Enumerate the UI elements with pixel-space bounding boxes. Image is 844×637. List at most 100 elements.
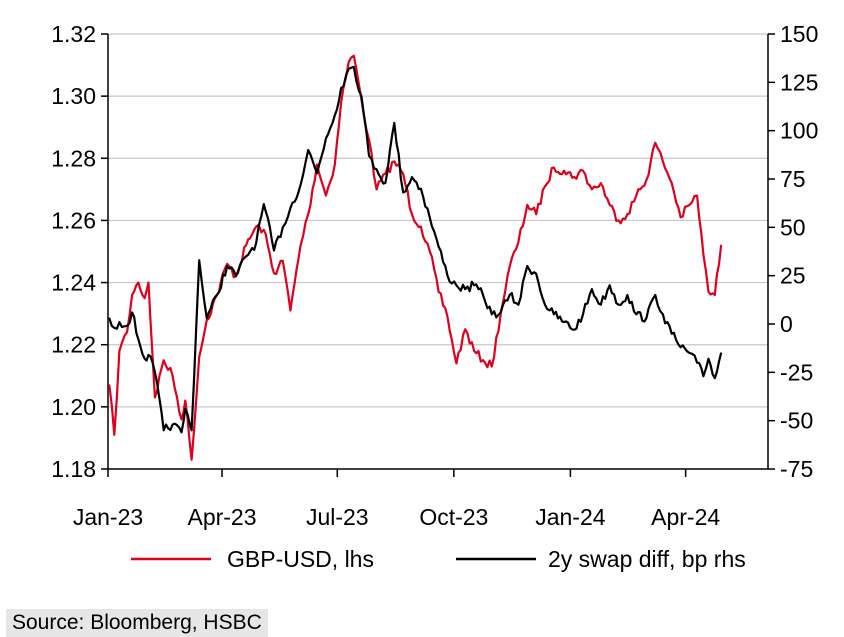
data-point	[662, 160, 664, 163]
axes: 1.18 1.20 1.22 1.24 1.26 1.28 1.30 1.32 -75 -50 -2…	[51, 21, 818, 530]
data-point	[654, 141, 657, 144]
data-point	[582, 313, 584, 316]
data-point	[626, 294, 629, 296]
data-point	[333, 163, 336, 166]
y-right-tick-label: -50	[780, 408, 813, 434]
data-point	[255, 242, 258, 244]
data-point	[108, 384, 111, 386]
y-left-tick-label: 1.24	[51, 270, 96, 296]
y-left-tick-label: 1.28	[51, 145, 96, 171]
data-point	[180, 431, 183, 434]
data-point	[180, 418, 183, 421]
data-point	[113, 327, 116, 329]
data-point	[720, 352, 722, 354]
data-point	[670, 332, 673, 335]
data-point	[573, 329, 575, 331]
data-point	[420, 225, 422, 228]
data-point	[282, 260, 284, 262]
data-point	[143, 358, 146, 360]
data-point	[713, 294, 716, 296]
y-right-tick-label: 25	[780, 263, 806, 289]
data-point	[688, 352, 691, 354]
y-right-tick-label: -25	[780, 359, 813, 385]
data-point	[245, 255, 247, 258]
data-point	[154, 396, 156, 399]
data-point	[316, 163, 318, 166]
data-point	[273, 272, 275, 275]
data-point	[464, 288, 467, 291]
data-point	[428, 216, 431, 219]
data-point	[171, 423, 174, 426]
data-point	[446, 274, 449, 277]
x-tick-label: Jan-24	[535, 504, 606, 530]
y-left-tick-label: 1.22	[51, 332, 96, 358]
data-point	[171, 374, 174, 377]
data-point	[347, 61, 350, 63]
data-point	[662, 313, 664, 316]
data-point	[375, 168, 378, 171]
x-tick-label: Apr-24	[651, 504, 720, 530]
data-point	[137, 281, 140, 284]
data-point	[206, 317, 208, 320]
data-point	[544, 185, 546, 188]
data-point	[702, 375, 705, 378]
data-point	[553, 166, 555, 169]
data-point	[599, 303, 602, 306]
data-point	[508, 266, 511, 268]
data-point	[113, 434, 116, 436]
data-point	[255, 225, 258, 228]
x-tick-label: Apr-23	[187, 504, 256, 530]
data-point	[375, 188, 378, 191]
y-left-tick-label: 1.20	[51, 394, 96, 420]
data-point	[126, 325, 128, 327]
grid-lines	[108, 33, 768, 408]
data-point	[316, 172, 318, 174]
y-right-tick-label: 75	[780, 166, 806, 192]
y-left-tick-label: 1.30	[51, 83, 96, 109]
x-tick-label: Oct-23	[419, 504, 488, 530]
data-point	[645, 179, 648, 181]
data-point	[446, 315, 449, 318]
data-point	[340, 87, 342, 89]
data-point	[126, 331, 128, 334]
data-point	[299, 244, 302, 247]
data-point	[108, 317, 111, 320]
data-point	[707, 358, 710, 360]
data-point	[635, 194, 638, 197]
y-left-tick-label: 1.26	[51, 207, 96, 233]
data-point	[360, 95, 363, 97]
data-point	[517, 241, 520, 243]
y-left-tick-label: 1.18	[51, 456, 96, 482]
data-point	[535, 213, 537, 216]
legend: GBP-USD, lhs 2y swap diff, bp rhs	[131, 546, 746, 572]
data-point	[307, 149, 309, 151]
x-tick-label: Jul-23	[306, 504, 369, 530]
data-point	[137, 338, 140, 341]
data-point	[428, 250, 431, 253]
data-point	[143, 297, 146, 299]
data-point	[563, 321, 565, 323]
data-point	[573, 176, 575, 178]
data-point	[591, 188, 593, 191]
data-point	[473, 284, 475, 287]
data-point	[289, 309, 292, 312]
source-note: Source: Bloomberg, HSBC	[6, 609, 268, 637]
series	[108, 54, 723, 461]
data-point	[437, 291, 440, 293]
data-point	[198, 259, 201, 262]
data-point	[226, 265, 228, 267]
data-point	[617, 219, 620, 222]
data-point	[553, 313, 555, 316]
data-point	[402, 173, 404, 175]
data-point	[696, 361, 698, 364]
data-point	[325, 137, 327, 140]
data-point	[563, 169, 565, 172]
data-point	[688, 204, 691, 206]
data-point	[299, 184, 302, 186]
data-point	[482, 294, 484, 296]
data-point	[154, 371, 156, 374]
data-point	[131, 294, 133, 296]
data-point	[482, 359, 484, 362]
data-point	[368, 138, 370, 141]
